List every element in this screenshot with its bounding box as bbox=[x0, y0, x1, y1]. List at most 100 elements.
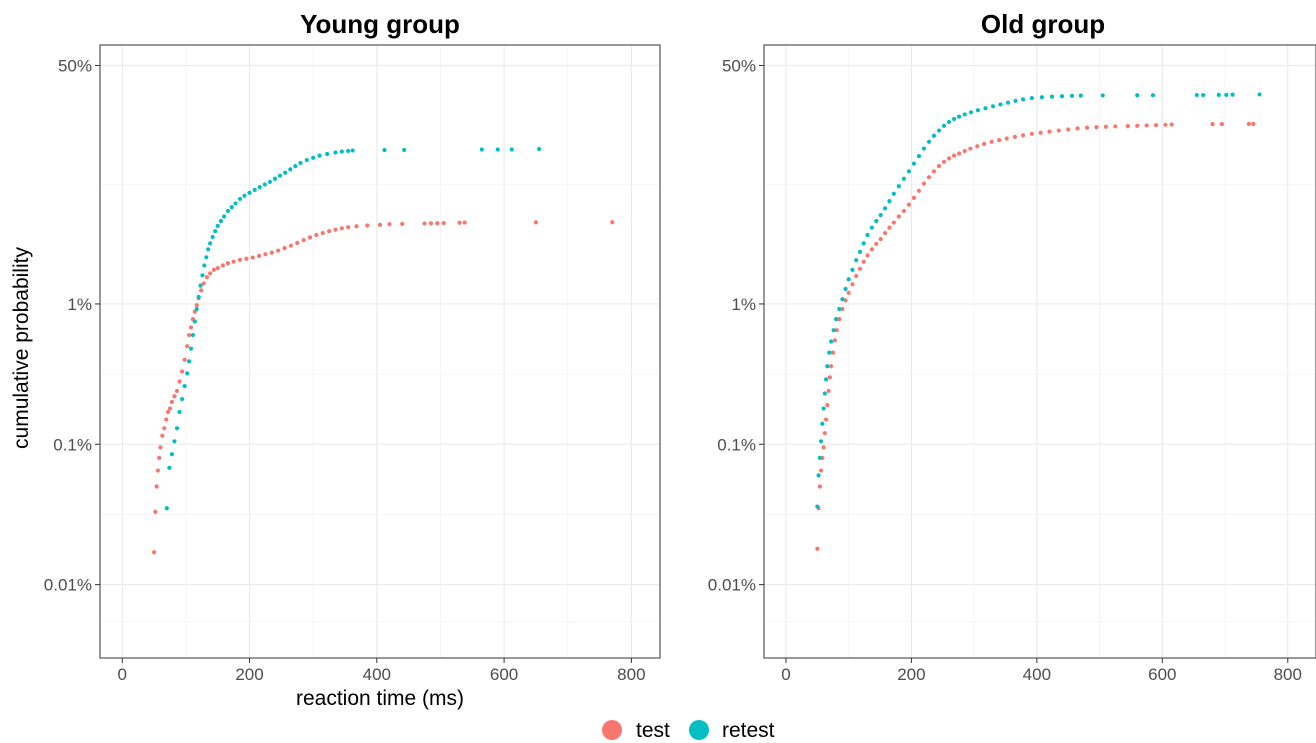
data-point-test bbox=[869, 247, 874, 252]
data-point-test bbox=[926, 175, 932, 180]
data-point-test bbox=[346, 225, 351, 230]
data-point-retest bbox=[317, 153, 322, 158]
data-point-test bbox=[911, 195, 917, 200]
data-point-test bbox=[931, 169, 937, 174]
data-point-test bbox=[333, 227, 338, 232]
data-point-test bbox=[946, 156, 952, 161]
data-point-retest bbox=[1224, 92, 1229, 97]
data-point-retest bbox=[916, 154, 922, 159]
data-point-retest bbox=[333, 150, 338, 155]
data-point-test bbox=[916, 188, 922, 193]
data-point-retest bbox=[194, 306, 199, 312]
x-axis-title: reaction time (ms) bbox=[296, 687, 464, 710]
data-point-test bbox=[857, 266, 863, 271]
data-point-retest bbox=[536, 146, 542, 152]
data-point-test bbox=[428, 221, 434, 226]
data-point-retest bbox=[941, 123, 947, 128]
data-point-retest bbox=[207, 241, 213, 246]
y-tick-label: 1% bbox=[731, 295, 756, 314]
data-point-retest bbox=[1216, 92, 1221, 97]
data-point-test bbox=[1084, 125, 1090, 130]
data-point-retest bbox=[983, 106, 988, 111]
data-point-retest bbox=[1230, 92, 1235, 97]
data-point-test bbox=[818, 468, 824, 473]
data-point-test bbox=[826, 388, 831, 394]
data-point-test bbox=[188, 325, 194, 330]
data-point-test bbox=[1163, 122, 1168, 127]
data-point-test bbox=[400, 221, 405, 226]
data-point-test bbox=[153, 509, 158, 514]
data-point-test bbox=[157, 455, 162, 460]
y-tick-label: 50% bbox=[722, 57, 756, 76]
data-point-test bbox=[225, 261, 231, 266]
data-point-retest bbox=[951, 116, 957, 122]
panel-old: 0.01% 0.1% 1% 50% 0 200 400 600 800 Old group bbox=[708, 9, 1316, 684]
panel-title: Old group bbox=[981, 9, 1105, 39]
data-point-retest bbox=[339, 149, 344, 154]
data-point-retest bbox=[822, 391, 827, 396]
data-point-test bbox=[878, 236, 883, 242]
data-point-test bbox=[850, 282, 855, 287]
data-point-test bbox=[320, 230, 325, 236]
data-point-test bbox=[186, 332, 192, 338]
data-point-test bbox=[164, 417, 169, 422]
data-point-retest bbox=[829, 339, 834, 344]
data-point-test bbox=[256, 253, 262, 258]
data-point-retest bbox=[821, 406, 826, 411]
data-point-retest bbox=[198, 283, 203, 288]
data-point-retest bbox=[911, 161, 917, 166]
data-point-retest bbox=[843, 286, 848, 291]
legend: test retest bbox=[602, 719, 775, 742]
panels-layer: 0.01% 0.1% 1% 50% 0 200 400 600 800 Young group re… bbox=[44, 9, 1316, 710]
data-point-test bbox=[840, 306, 845, 312]
data-point-retest bbox=[293, 163, 298, 169]
data-point-test bbox=[830, 350, 836, 355]
data-point-retest bbox=[225, 208, 231, 214]
data-point-test bbox=[179, 369, 185, 374]
data-point-retest bbox=[1049, 94, 1055, 99]
data-point-test bbox=[861, 259, 866, 264]
data-point-retest bbox=[242, 193, 247, 198]
data-point-retest bbox=[1194, 92, 1199, 98]
data-point-test bbox=[1169, 122, 1174, 127]
data-point-retest bbox=[820, 421, 825, 426]
data-point-test bbox=[896, 214, 901, 219]
x-tick-label: 0 bbox=[781, 665, 790, 684]
data-point-retest bbox=[252, 187, 257, 192]
data-point-test bbox=[865, 253, 870, 258]
data-point-test bbox=[956, 151, 962, 156]
data-point-retest bbox=[975, 108, 981, 113]
data-point-retest bbox=[182, 383, 187, 389]
data-point-test bbox=[1219, 122, 1225, 127]
x-tick-label: 200 bbox=[235, 665, 263, 684]
data-point-test bbox=[817, 484, 822, 489]
x-tick-label: 200 bbox=[897, 665, 925, 684]
data-point-retest bbox=[850, 267, 855, 272]
data-point-retest bbox=[509, 147, 514, 152]
data-point-test bbox=[1246, 121, 1251, 126]
plot-background bbox=[764, 45, 1316, 658]
data-point-retest bbox=[495, 147, 500, 152]
data-point-retest bbox=[817, 455, 822, 460]
data-point-retest bbox=[1020, 97, 1026, 102]
data-point-test bbox=[194, 303, 199, 308]
data-point-retest bbox=[167, 465, 172, 470]
data-point-test bbox=[1075, 126, 1080, 131]
data-point-test bbox=[834, 328, 839, 333]
legend-key-retest bbox=[689, 720, 709, 740]
data-point-retest bbox=[304, 157, 309, 163]
data-point-test bbox=[1125, 124, 1130, 129]
data-point-retest bbox=[931, 133, 937, 138]
data-point-retest bbox=[262, 182, 267, 187]
legend-label: test bbox=[636, 719, 670, 742]
data-point-test bbox=[962, 148, 967, 154]
data-point-test bbox=[250, 255, 255, 260]
legend-label: retest bbox=[722, 719, 775, 742]
data-point-test bbox=[269, 250, 274, 255]
data-point-retest bbox=[190, 332, 196, 338]
data-point-retest bbox=[311, 155, 316, 160]
data-point-retest bbox=[816, 473, 821, 478]
data-point-retest bbox=[834, 316, 839, 322]
data-point-retest bbox=[382, 147, 387, 153]
data-point-test bbox=[244, 256, 249, 261]
